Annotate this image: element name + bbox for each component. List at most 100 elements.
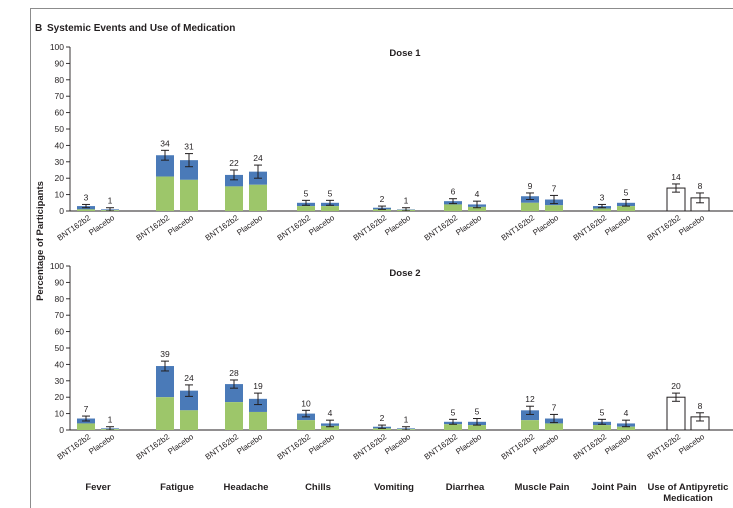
bar-segment-blue xyxy=(521,410,539,421)
y-tick-label: 60 xyxy=(55,327,65,337)
y-tick-label: 30 xyxy=(55,376,65,386)
bar-arm-label: Placebo xyxy=(383,213,412,237)
bar-segment-green xyxy=(180,410,198,430)
bar-arm-label: BNT162b2 xyxy=(646,213,683,243)
bar-value-label: 4 xyxy=(328,408,333,418)
panel-letter: B xyxy=(35,23,42,34)
bar-arm-label: BNT162b2 xyxy=(500,432,537,462)
group-label: Vomiting xyxy=(374,482,414,493)
bar-value-label: 3 xyxy=(84,192,89,202)
bar-segment-blue xyxy=(225,384,243,403)
bar-open xyxy=(666,396,686,431)
bar-arm-label: Placebo xyxy=(166,213,195,237)
y-tick-label: 80 xyxy=(55,294,65,304)
bar-value-label: 5 xyxy=(328,188,333,198)
bar-value-label: 1 xyxy=(108,196,113,206)
chart-panel-1: 0 10 20 30 40 50 60 70 80 90 100 Dose 1 3 BNT162b2 1 Pl… xyxy=(50,42,733,243)
bar-segment-green xyxy=(545,423,563,430)
group-label: Use of Antipyretic xyxy=(648,482,729,493)
bar-arm-label: BNT162b2 xyxy=(423,432,460,462)
bar-arm-label: BNT162b2 xyxy=(352,432,389,462)
bar-value-label: 7 xyxy=(84,404,89,414)
bar-arm-label: Placebo xyxy=(307,213,336,237)
y-tick-label: 40 xyxy=(55,140,65,150)
bar-arm-label: BNT162b2 xyxy=(204,432,241,462)
bar-value-label: 14 xyxy=(671,172,681,182)
y-tick-label: 30 xyxy=(55,157,65,167)
bar-value-label: 39 xyxy=(160,349,170,359)
y-tick-label: 100 xyxy=(50,261,64,271)
bar-arm-label: BNT162b2 xyxy=(56,432,93,462)
y-tick-label: 40 xyxy=(55,359,65,369)
bar-arm-label: Placebo xyxy=(235,432,264,456)
bar-arm-label: BNT162b2 xyxy=(423,213,460,243)
group-label: Chills xyxy=(305,482,331,493)
bar-arm-label: BNT162b2 xyxy=(135,432,172,462)
bar-arm-label: Placebo xyxy=(677,432,706,456)
bar-value-label: 1 xyxy=(404,196,409,206)
bar-value-label: 5 xyxy=(304,188,309,198)
bar-value-label: 12 xyxy=(525,394,535,404)
bar-segment-green xyxy=(444,424,462,430)
bar-arm-label: Placebo xyxy=(531,213,560,237)
panel-title: Systemic Events and Use of Medication xyxy=(47,23,235,34)
y-tick-label: 10 xyxy=(55,409,65,419)
bar-segment-green xyxy=(373,209,391,211)
bar-segment-green xyxy=(249,411,267,430)
y-tick-label: 70 xyxy=(55,91,65,101)
bar-segment-green xyxy=(521,202,539,211)
y-tick-label: 10 xyxy=(55,190,65,200)
bar-value-label: 7 xyxy=(552,402,557,412)
bar-segment-green xyxy=(297,206,315,211)
bar-segment-green xyxy=(180,179,198,211)
y-tick-label: 90 xyxy=(55,277,65,287)
bar-value-label: 20 xyxy=(671,381,681,391)
bar-arm-label: BNT162b2 xyxy=(276,213,313,243)
bar-segment-green xyxy=(225,402,243,430)
bar-value-label: 5 xyxy=(624,188,629,198)
y-tick-label: 0 xyxy=(59,206,64,216)
bar-value-label: 4 xyxy=(475,189,480,199)
bar-segment-blue xyxy=(249,398,267,412)
bar-segment-green xyxy=(77,209,95,211)
bar-segment-green xyxy=(225,186,243,211)
bar-value-label: 9 xyxy=(528,181,533,191)
bar-arm-label: Placebo xyxy=(166,432,195,456)
bar-arm-label: BNT162b2 xyxy=(572,432,609,462)
y-tick-label: 0 xyxy=(59,425,64,435)
bar-arm-label: Placebo xyxy=(454,213,483,237)
bar-value-label: 24 xyxy=(253,153,263,163)
bar-value-label: 8 xyxy=(698,401,703,411)
bar-arm-label: Placebo xyxy=(87,432,116,456)
bar-segment-green xyxy=(593,208,611,211)
bar-arm-label: BNT162b2 xyxy=(646,432,683,462)
bar-arm-label: BNT162b2 xyxy=(135,213,172,243)
bar-segment-green xyxy=(321,425,339,430)
bar-value-label: 31 xyxy=(184,142,194,152)
bar-value-label: 3 xyxy=(600,192,605,202)
y-axis-label: Percentage of Participants xyxy=(35,181,46,301)
group-label: Headache xyxy=(224,482,269,493)
bar-arm-label: BNT162b2 xyxy=(276,432,313,462)
bar-arm-label: Placebo xyxy=(603,432,632,456)
bar-segment-blue xyxy=(156,155,174,177)
bar-segment-green xyxy=(521,420,539,430)
bar-arm-label: Placebo xyxy=(677,213,706,237)
bar-segment-green xyxy=(444,204,462,211)
bar-segment-green xyxy=(77,423,95,430)
bar-arm-label: BNT162b2 xyxy=(204,213,241,243)
bar-value-label: 5 xyxy=(475,407,480,417)
y-tick-label: 100 xyxy=(50,42,64,52)
y-tick-label: 80 xyxy=(55,75,65,85)
bar-value-label: 4 xyxy=(624,408,629,418)
bar-segment-blue xyxy=(156,366,174,398)
bar-value-label: 24 xyxy=(184,373,194,383)
group-label: Joint Pain xyxy=(591,482,637,493)
y-tick-label: 60 xyxy=(55,108,65,118)
bar-value-label: 19 xyxy=(253,381,263,391)
bar-value-label: 1 xyxy=(108,415,113,425)
bar-value-label: 22 xyxy=(229,158,239,168)
group-label: Diarrhea xyxy=(446,482,485,493)
bar-value-label: 6 xyxy=(451,187,456,197)
